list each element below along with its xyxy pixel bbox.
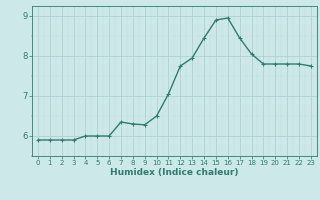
X-axis label: Humidex (Indice chaleur): Humidex (Indice chaleur) [110,168,239,177]
